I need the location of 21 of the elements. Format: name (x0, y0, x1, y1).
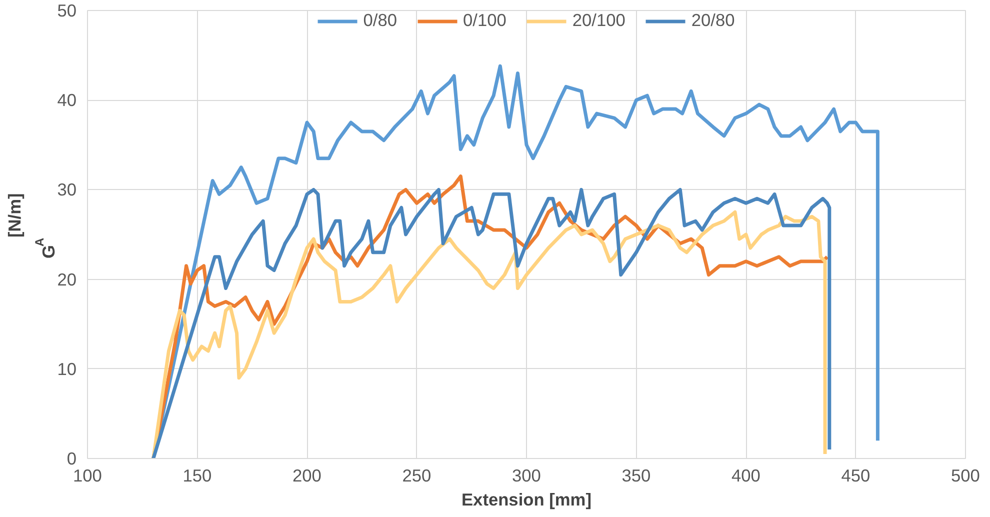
y-tick-label: 0 (66, 448, 77, 468)
y-tick-label: 50 (57, 0, 77, 20)
legend-label: 0/100 (462, 10, 506, 31)
x-tick-label: 350 (622, 466, 651, 486)
y-axis-title: GA [N/m] (4, 193, 58, 258)
y-tick-label: 10 (57, 358, 77, 379)
x-tick-label: 500 (951, 466, 980, 486)
y-tick-label: 40 (57, 90, 77, 110)
x-tick-label: 300 (512, 466, 541, 486)
legend-label: 0/80 (363, 10, 397, 31)
legend-label: 20/100 (572, 10, 626, 31)
x-tick-label: 250 (402, 466, 432, 486)
y-tick-label: 30 (57, 180, 77, 200)
x-tick-label: 400 (732, 466, 760, 486)
legend-label: 20/80 (691, 10, 735, 31)
x-tick-label: 150 (182, 466, 212, 486)
x-tick-label: 200 (292, 466, 322, 486)
x-tick-label: 100 (73, 466, 102, 486)
y-tick-label: 20 (57, 269, 77, 290)
x-axis-title: Extension [mm] (462, 490, 592, 510)
x-tick-label: 450 (841, 466, 870, 486)
